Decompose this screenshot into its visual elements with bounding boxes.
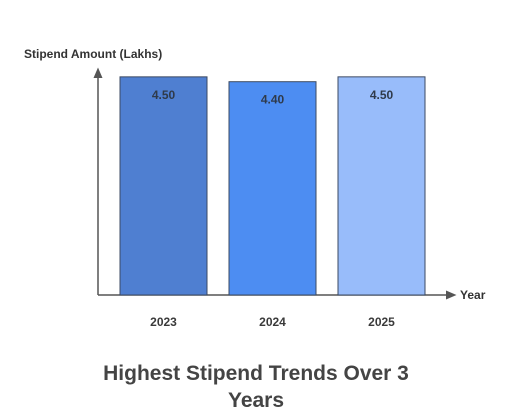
chart-title-container: Highest Stipend Trends Over 3 Years: [0, 360, 512, 414]
x-tick-label-2023: 2023: [150, 315, 177, 329]
bar-group: 4.50 2023 4.40 2024 4.50 2025: [119, 76, 426, 329]
y-axis-title: Stipend Amount (Lakhs): [24, 47, 162, 61]
data-label-2024: 4.40: [261, 93, 285, 107]
bar-2023: [119, 76, 208, 296]
x-axis-title: Year: [460, 288, 486, 302]
chart-title: Highest Stipend Trends Over 3 Years: [103, 362, 409, 412]
bar-2025: [337, 76, 426, 296]
bar-2024: [228, 81, 317, 296]
x-tick-label-2024: 2024: [259, 315, 286, 329]
x-tick-label-2025: 2025: [368, 315, 395, 329]
data-label-2025: 4.50: [370, 88, 394, 102]
data-label-2023: 4.50: [152, 88, 176, 102]
